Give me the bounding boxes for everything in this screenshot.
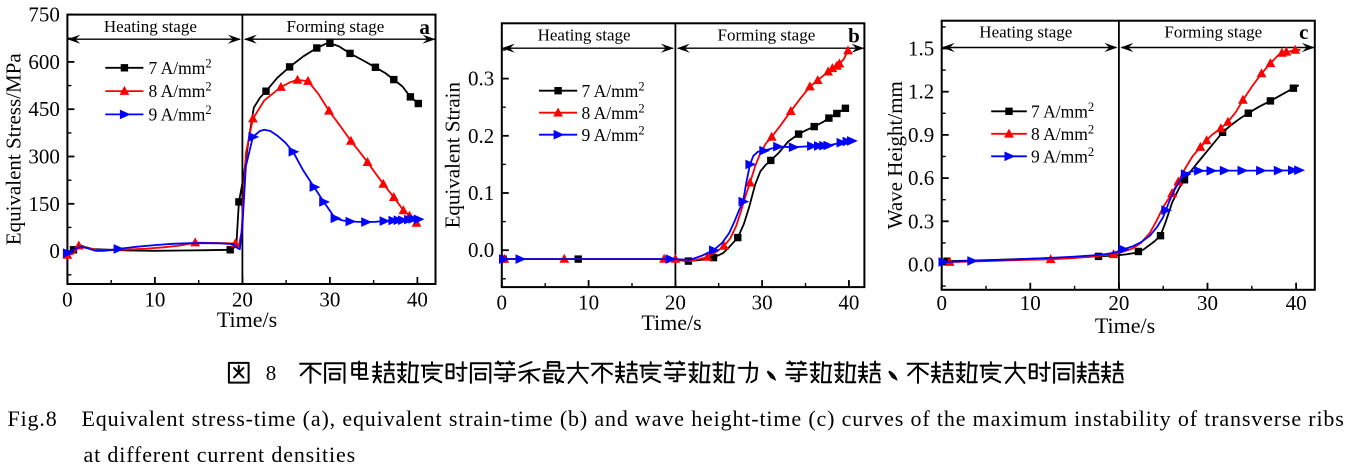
svg-text:b: b [848, 24, 860, 48]
svg-text:Forming stage: Forming stage [1164, 23, 1262, 42]
svg-text:10: 10 [578, 291, 599, 315]
svg-text:30: 30 [1197, 291, 1218, 315]
svg-text:0: 0 [62, 288, 73, 312]
svg-text:600: 600 [28, 50, 60, 74]
svg-text:20: 20 [1108, 291, 1129, 315]
svg-text:0.0: 0.0 [468, 238, 494, 262]
svg-text:40: 40 [1286, 291, 1307, 315]
svg-text:at different current densities: at different current densities [84, 442, 357, 467]
svg-text:7 A/mm2: 7 A/mm2 [149, 56, 212, 78]
svg-text:40: 40 [838, 291, 859, 315]
svg-text:0.0: 0.0 [908, 253, 934, 277]
svg-text:Wave Height/mm: Wave Height/mm [883, 81, 907, 229]
svg-text:0.6: 0.6 [908, 166, 934, 190]
svg-text:450: 450 [28, 97, 60, 121]
svg-text:7 A/mm2: 7 A/mm2 [582, 79, 645, 101]
svg-text:Heating stage: Heating stage [104, 17, 197, 36]
svg-text:1.5: 1.5 [908, 37, 934, 61]
svg-text:8 A/mm2: 8 A/mm2 [1031, 122, 1094, 144]
svg-text:300: 300 [28, 145, 60, 169]
svg-text:10: 10 [1020, 291, 1041, 315]
svg-text:30: 30 [319, 288, 340, 312]
svg-text:Heating stage: Heating stage [979, 23, 1072, 42]
svg-text:Time/s: Time/s [641, 310, 701, 335]
svg-text:20: 20 [665, 291, 686, 315]
svg-text:8: 8 [266, 361, 277, 385]
svg-text:40: 40 [407, 288, 428, 312]
svg-text:20: 20 [232, 288, 253, 312]
svg-text:0: 0 [49, 239, 60, 263]
svg-text:Forming stage: Forming stage [287, 17, 385, 36]
svg-text:10: 10 [144, 288, 165, 312]
svg-text:Heating stage: Heating stage [538, 26, 631, 45]
svg-text:0: 0 [936, 291, 947, 315]
svg-text:0.3: 0.3 [908, 209, 934, 233]
svg-text:9 A/mm2: 9 A/mm2 [149, 103, 212, 125]
svg-text:Time/s: Time/s [217, 307, 277, 332]
svg-text:750: 750 [28, 3, 60, 27]
svg-text:9 A/mm2: 9 A/mm2 [582, 123, 645, 145]
svg-text:0: 0 [497, 291, 508, 315]
svg-text:0.2: 0.2 [468, 124, 494, 148]
svg-text:c: c [1299, 20, 1308, 44]
svg-text:150: 150 [28, 192, 60, 216]
svg-text:Equivalent Strain: Equivalent Strain [441, 82, 465, 229]
svg-text:a: a [419, 15, 430, 39]
svg-text:Forming stage: Forming stage [718, 26, 816, 45]
svg-text:1.2: 1.2 [908, 80, 934, 104]
svg-text:8 A/mm2: 8 A/mm2 [582, 101, 645, 123]
svg-text:Time/s: Time/s [1095, 313, 1155, 338]
svg-text:0.1: 0.1 [468, 181, 494, 205]
svg-text:8 A/mm2: 8 A/mm2 [149, 80, 212, 102]
svg-text:0.3: 0.3 [468, 67, 494, 91]
svg-text:30: 30 [752, 291, 773, 315]
svg-text:7 A/mm2: 7 A/mm2 [1031, 100, 1094, 122]
svg-text:Equivalent Stress/MPa: Equivalent Stress/MPa [2, 53, 26, 246]
svg-text:9 A/mm2: 9 A/mm2 [1031, 145, 1094, 167]
svg-text:0.9: 0.9 [908, 123, 934, 147]
